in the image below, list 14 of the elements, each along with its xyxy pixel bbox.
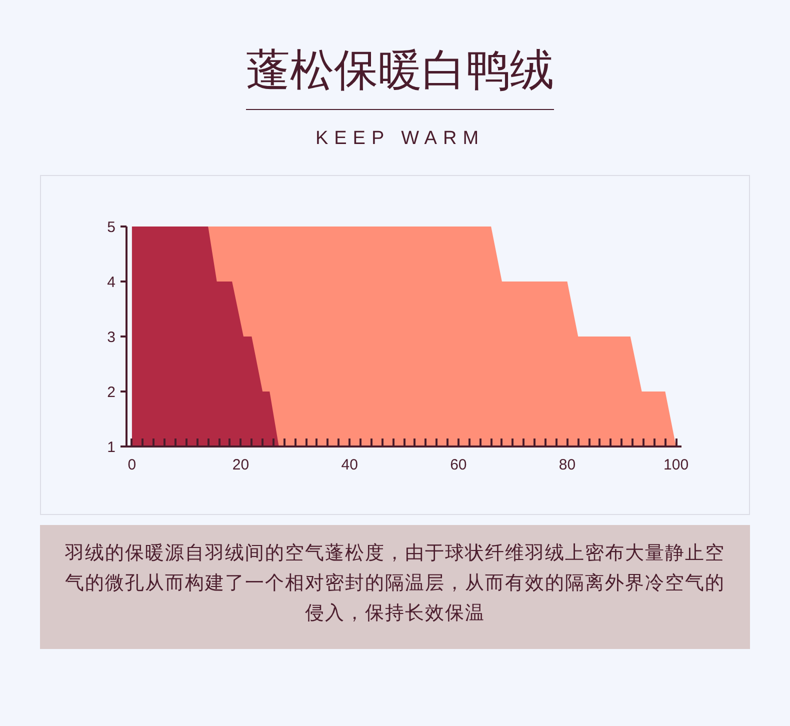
x-tick-label: 80: [558, 456, 576, 474]
y-tick-label: 2: [107, 384, 116, 401]
chart-subtitle: KEEP WARM: [315, 127, 485, 151]
x-tick-label: 20: [232, 456, 250, 474]
y-tick-label: 4: [107, 274, 116, 291]
x-tick-label: 0: [128, 456, 136, 474]
x-tick-label: 40: [341, 456, 358, 474]
y-tick-label: 3: [107, 329, 116, 346]
y-tick-label: 5: [107, 219, 116, 236]
x-tick-label: 100: [664, 456, 689, 474]
x-tick-label: 60: [450, 456, 467, 474]
chart-title: 蓬松保暖白鸭绒: [246, 40, 554, 110]
text: 羽绒的保暖源自羽绒间的空气蓬松度，由于球状纤维羽绒上密布大量静止空气的微孔从而构建了一个相对密封的隔温层，从而有效的隔离外界冷空气的侵入，保持长效保温: [64, 542, 726, 626]
y-tick-label: 1: [107, 439, 116, 456]
